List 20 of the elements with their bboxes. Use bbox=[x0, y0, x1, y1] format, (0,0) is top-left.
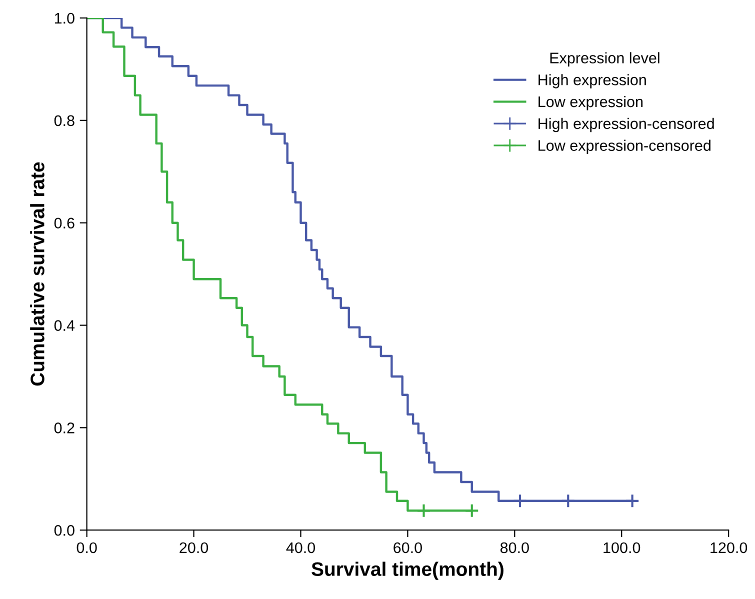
x-axis-title: Survival time(month) bbox=[312, 562, 504, 580]
x-tick-label: 0.0 bbox=[76, 542, 97, 554]
y-tick-label: 0.8 bbox=[54, 115, 74, 126]
legend-label: High expression-censored bbox=[538, 118, 714, 132]
legend-label: Low expression-censored bbox=[538, 140, 710, 154]
legend-label: High expression bbox=[538, 74, 646, 88]
legend-label: Low expression bbox=[538, 96, 643, 110]
x-tick-label: 60.0 bbox=[394, 542, 422, 554]
x-tick-label: 100.0 bbox=[604, 542, 640, 554]
x-tick-label: 120.0 bbox=[710, 542, 748, 554]
x-tick-label: 80.0 bbox=[500, 542, 529, 554]
y-tick-label: 0.2 bbox=[54, 422, 74, 434]
y-tick-label: 0.6 bbox=[54, 218, 74, 229]
y-tick-label: 0.0 bbox=[54, 524, 74, 536]
x-tick-label: 40.0 bbox=[286, 542, 316, 554]
y-tick-label: 1.0 bbox=[54, 12, 74, 24]
y-tick-label: 0.4 bbox=[54, 320, 75, 331]
x-tick-label: 20.0 bbox=[180, 542, 208, 554]
legend-title: Expression level bbox=[550, 52, 660, 66]
y-axis-title: Cumulative survival rate bbox=[30, 162, 44, 386]
